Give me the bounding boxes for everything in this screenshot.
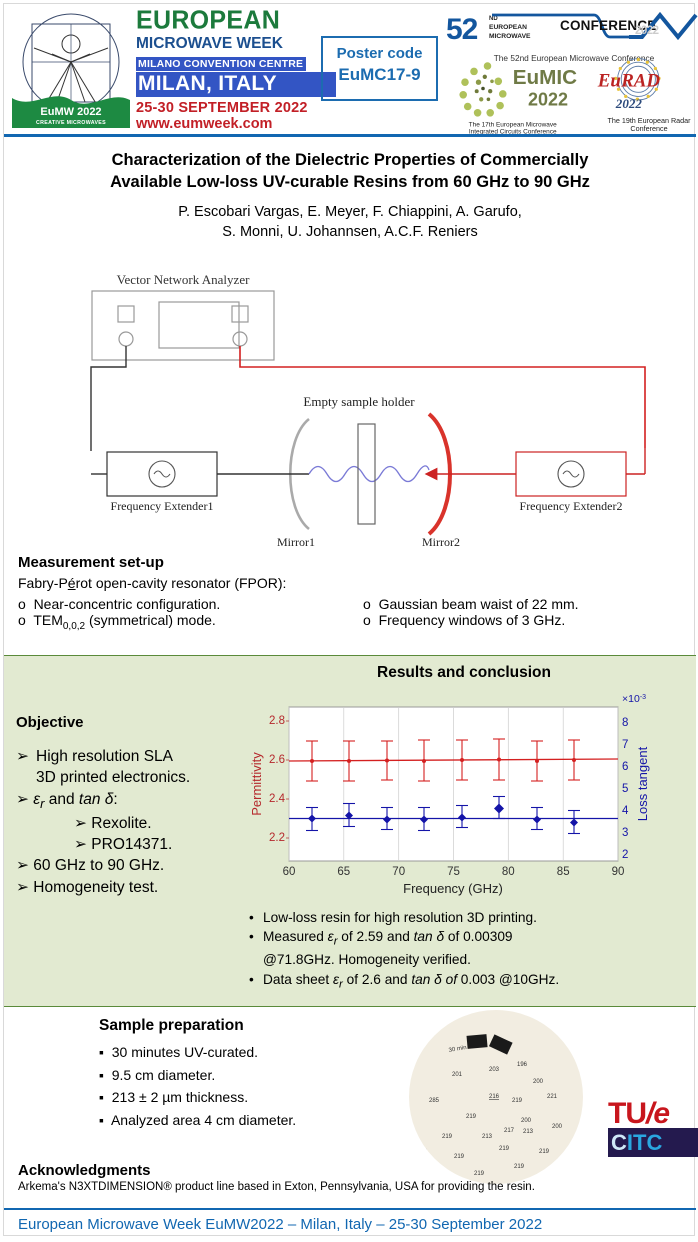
svg-text:219: 219 (512, 1098, 523, 1104)
svg-text:7: 7 (622, 739, 628, 751)
svg-text:5: 5 (622, 783, 628, 795)
svg-text:ND: ND (489, 16, 498, 22)
svg-text:8: 8 (622, 717, 628, 729)
svg-text:MICROWAVE: MICROWAVE (489, 33, 531, 40)
svg-text:221: 221 (547, 1094, 558, 1100)
svg-text:200: 200 (552, 1124, 563, 1130)
svg-text:219: 219 (466, 1114, 477, 1120)
svg-text:3: 3 (622, 827, 628, 839)
svg-text:219: 219 (442, 1134, 453, 1140)
svg-text:217: 217 (504, 1128, 515, 1134)
svg-text:2022: 2022 (615, 96, 643, 111)
svg-text:65: 65 (337, 866, 350, 878)
svg-text:Empty sample holder: Empty sample holder (303, 394, 415, 409)
svg-text:75: 75 (447, 866, 460, 878)
svg-text:Loss tangent: Loss tangent (635, 746, 650, 821)
svg-text:201: 201 (452, 1072, 463, 1078)
svg-text:200: 200 (521, 1118, 532, 1124)
svg-text:Mirror2: Mirror2 (422, 535, 460, 549)
svg-text:30 min: 30 min (448, 1045, 467, 1054)
svg-text:×10-3: ×10-3 (622, 693, 646, 705)
svg-text:200: 200 (533, 1079, 544, 1085)
svg-text:2022: 2022 (635, 25, 659, 37)
svg-text:219: 219 (539, 1149, 550, 1155)
svg-text:2.2: 2.2 (269, 832, 285, 844)
svg-text:Eu: Eu (597, 71, 621, 92)
svg-text:219: 219 (454, 1154, 465, 1160)
svg-text:196: 196 (517, 1062, 528, 1068)
svg-text:Frequency Extender1: Frequency Extender1 (111, 499, 214, 513)
svg-text:EuMIC: EuMIC (513, 66, 577, 89)
svg-text:2022: 2022 (528, 90, 568, 110)
svg-text:Permittivity: Permittivity (249, 752, 264, 816)
svg-text:203: 203 (489, 1067, 500, 1073)
svg-text:Frequency (GHz): Frequency (GHz) (403, 881, 503, 896)
svg-text:60: 60 (283, 866, 296, 878)
svg-text:90: 90 (612, 866, 625, 878)
svg-text:EuMW 2022: EuMW 2022 (40, 106, 101, 118)
svg-text:285: 285 (429, 1098, 440, 1104)
svg-text:2.8: 2.8 (269, 715, 285, 727)
svg-text:RAD: RAD (620, 71, 660, 92)
svg-text:Mirror1: Mirror1 (277, 535, 315, 549)
svg-text:Vector Network Analyzer: Vector Network Analyzer (117, 274, 251, 287)
svg-text:6: 6 (622, 761, 628, 773)
svg-text:2.4: 2.4 (269, 793, 286, 805)
svg-text:52: 52 (446, 13, 478, 46)
svg-text:70: 70 (392, 866, 405, 878)
svg-text:85: 85 (557, 866, 570, 878)
svg-text:213: 213 (523, 1129, 534, 1135)
svg-text:CREATIVE MICROWAVES: CREATIVE MICROWAVES (36, 120, 106, 126)
svg-text:203: 203 (417, 1149, 428, 1155)
svg-text:216: 216 (489, 1094, 500, 1100)
svg-text:2.6: 2.6 (269, 754, 285, 766)
svg-text:80: 80 (502, 866, 515, 878)
svg-text:213: 213 (482, 1134, 493, 1140)
svg-text:EUROPEAN: EUROPEAN (489, 24, 527, 31)
svg-text:219: 219 (499, 1146, 510, 1152)
svg-text:4: 4 (622, 805, 629, 817)
svg-text:Frequency Extender2: Frequency Extender2 (520, 499, 623, 513)
svg-text:2: 2 (622, 849, 628, 861)
